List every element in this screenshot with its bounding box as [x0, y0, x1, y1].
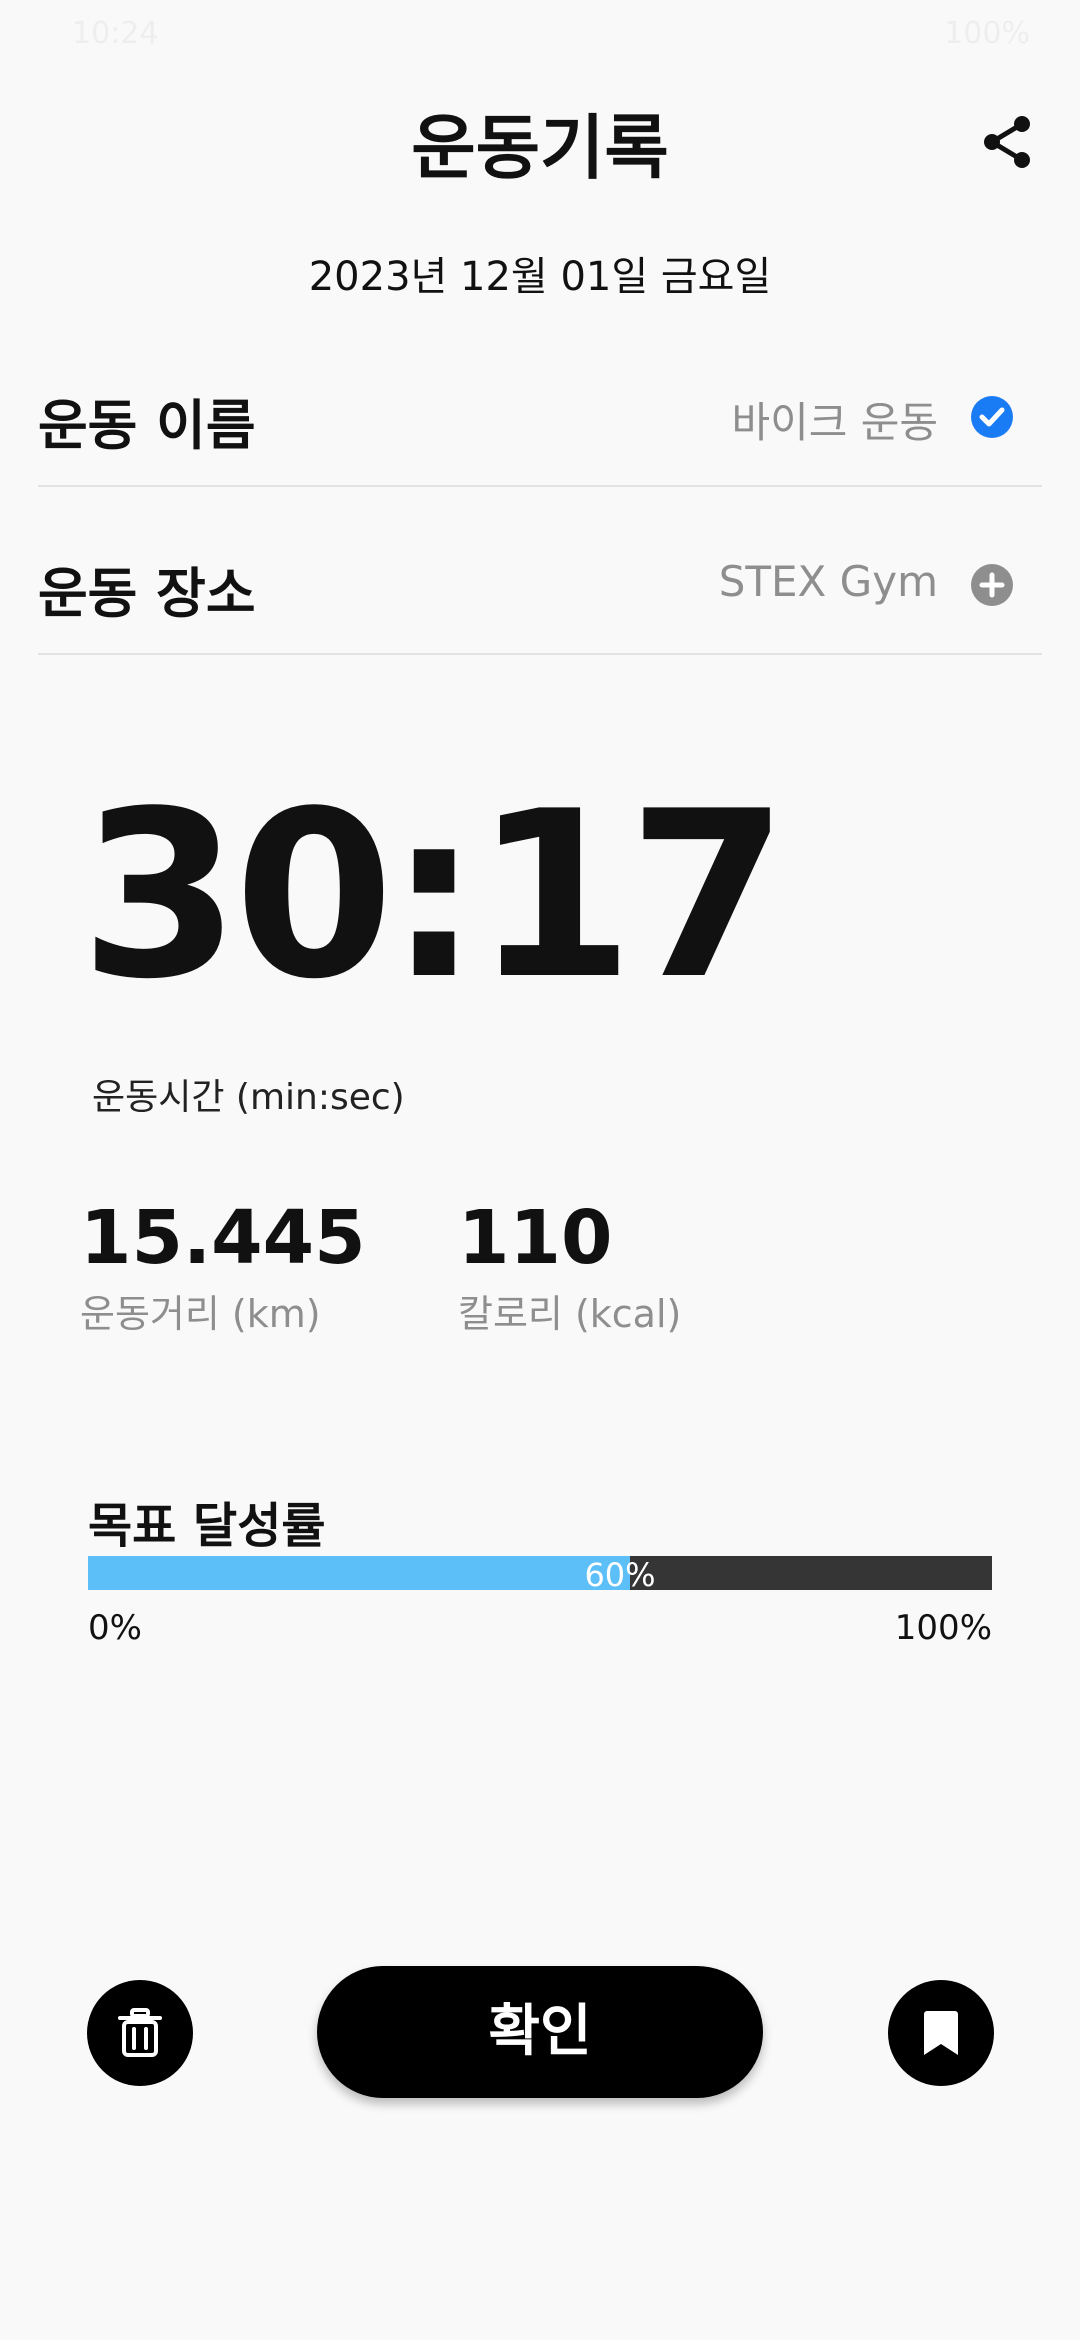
share-icon: [984, 116, 1030, 168]
exercise-place-value: STEX Gym: [718, 557, 938, 606]
trash-icon: [118, 2008, 162, 2057]
bookmark-button[interactable]: [888, 1980, 994, 2086]
exercise-name-value: 바이크 운동: [731, 398, 938, 447]
status-time: 10:24: [72, 16, 159, 51]
workout-timer: 30:17: [80, 763, 788, 1030]
bookmark-icon: [924, 2011, 958, 2055]
workout-date: 2023년 12월 01일 금요일: [308, 254, 772, 300]
calorie-value: 110: [458, 1195, 613, 1281]
check-circle-icon[interactable]: [970, 395, 1014, 439]
exercise-place-row[interactable]: 운동 장소 STEX Gym: [38, 513, 1042, 655]
exercise-place-label: 운동 장소: [38, 562, 256, 625]
goal-progress-percent: 60%: [584, 1556, 656, 1594]
goal-progress-min: 0%: [88, 1608, 142, 1648]
confirm-button[interactable]: 확인: [317, 1966, 763, 2098]
exercise-name-label: 운동 이름: [38, 394, 256, 457]
goal-progress-bar: 60%: [88, 1556, 992, 1594]
exercise-name-row[interactable]: 운동 이름 바이크 운동: [38, 345, 1042, 487]
status-bar: 10:24 100%: [0, 0, 1080, 70]
delete-button[interactable]: [87, 1980, 193, 2086]
workout-timer-label: 운동시간 (min:sec): [92, 1077, 405, 1118]
calorie-stat: 110 칼로리 (kcal): [458, 1195, 682, 1338]
goal-progress-fill: [88, 1556, 631, 1590]
goal-title: 목표 달성률: [88, 1498, 326, 1554]
goal-progress-max: 100%: [894, 1608, 992, 1648]
distance-value: 15.445: [80, 1195, 366, 1281]
calorie-label: 칼로리 (kcal): [458, 1292, 682, 1337]
distance-stat: 15.445 운동거리 (km): [80, 1195, 366, 1338]
share-button[interactable]: [978, 112, 1038, 172]
plus-circle-icon[interactable]: [970, 563, 1014, 607]
distance-label: 운동거리 (km): [80, 1292, 321, 1337]
page-title: 운동기록: [411, 107, 669, 189]
battery-level: 100%: [944, 16, 1030, 51]
